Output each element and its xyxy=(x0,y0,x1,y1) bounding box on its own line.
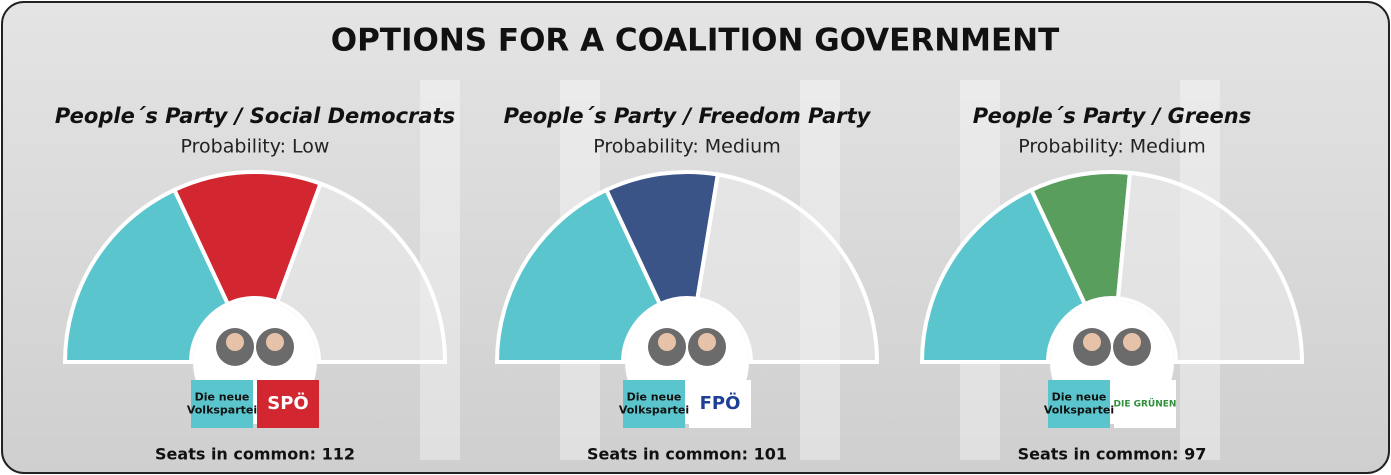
portrait-face xyxy=(698,333,716,351)
portrait-face xyxy=(266,333,284,351)
party-logo-text: SPÖ xyxy=(267,392,308,414)
party-logo-text: Volkspartei xyxy=(1044,404,1114,417)
coalition-title: People´s Party / Freedom Party xyxy=(504,104,872,128)
probability: Probability: Medium xyxy=(593,136,780,158)
portrait-face xyxy=(1123,333,1141,351)
coalition-title: People´s Party / Greens xyxy=(973,104,1251,128)
party-logo-text: Volkspartei xyxy=(619,404,689,417)
probability: Probability: Low xyxy=(181,136,330,158)
portrait-face xyxy=(1083,333,1101,351)
party-logo-text: Die neue xyxy=(627,391,682,404)
seats-in-common: Seats in common: 97 xyxy=(1018,445,1207,464)
infographic: OPTIONS FOR A COALITION GOVERNMENT Peopl… xyxy=(0,0,1391,475)
seats-in-common: Seats in common: 112 xyxy=(155,445,355,464)
coalition-title: People´s Party / Social Democrats xyxy=(55,104,455,128)
title: OPTIONS FOR A COALITION GOVERNMENT xyxy=(331,23,1060,59)
party-logo-text: FPÖ xyxy=(700,392,741,414)
party-logo-text: DIE GRÜNEN xyxy=(1114,399,1177,410)
portrait-face xyxy=(226,333,244,351)
party-logo-text: Volkspartei xyxy=(187,404,257,417)
party-logo-text: Die neue xyxy=(1052,391,1107,404)
portrait-face xyxy=(658,333,676,351)
party-logo-text: Die neue xyxy=(195,391,250,404)
probability: Probability: Medium xyxy=(1018,136,1205,158)
seats-in-common: Seats in common: 101 xyxy=(587,445,787,464)
